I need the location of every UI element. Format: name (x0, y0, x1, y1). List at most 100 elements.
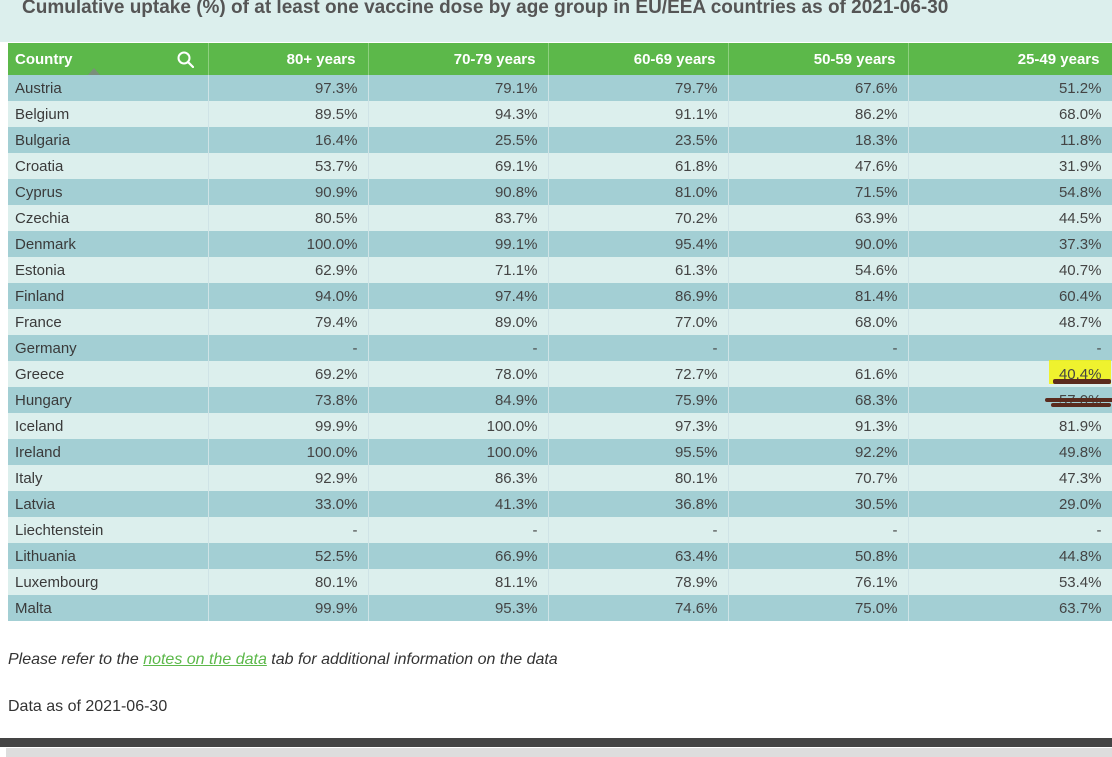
country-cell: Germany (8, 335, 209, 361)
country-cell: Bulgaria (8, 127, 209, 153)
value-cell: 81.4% (728, 283, 909, 309)
value-cell: 74.6% (548, 595, 729, 621)
value-cell: 95.3% (368, 595, 549, 621)
value-cell: - (728, 517, 909, 543)
value-cell: 18.3% (728, 127, 909, 153)
value-cell: 75.9% (548, 387, 729, 413)
table-row: Czechia 80.5% 83.7% 70.2% 63.9% 44.5% (8, 205, 1112, 231)
value-cell: 94.3% (368, 101, 549, 127)
value-cell: 100.0% (368, 439, 549, 465)
value-cell: 68.0% (728, 309, 909, 335)
column-header-25-49[interactable]: 25-49 years (908, 43, 1112, 75)
table-row: Malta 99.9% 95.3% 74.6% 75.0% 63.7% (8, 595, 1112, 621)
value-cell: 54.8% (908, 179, 1112, 205)
value-cell: 68.3% (728, 387, 909, 413)
value-cell: 23.5% (548, 127, 729, 153)
table-row: Denmark 100.0% 99.1% 95.4% 90.0% 37.3% (8, 231, 1112, 257)
value-cell: 41.3% (368, 491, 549, 517)
value-cell: 81.1% (368, 569, 549, 595)
value-cell: 71.1% (368, 257, 549, 283)
value-cell: 97.3% (208, 75, 369, 101)
column-header-80-plus[interactable]: 80+ years (208, 43, 369, 75)
value-cell: 89.5% (208, 101, 369, 127)
value-cell: 80.1% (548, 465, 729, 491)
country-cell: Italy (8, 465, 209, 491)
value-cell: 78.0% (368, 361, 549, 387)
country-cell: Belgium (8, 101, 209, 127)
value-cell: 50.8% (728, 543, 909, 569)
note-prefix: Please refer to the (8, 651, 144, 668)
country-cell: Denmark (8, 231, 209, 257)
struck-value: 57.0% (1044, 392, 1112, 409)
value-cell: 100.0% (208, 439, 369, 465)
value-cell: 81.9% (908, 413, 1112, 439)
value-cell: 95.5% (548, 439, 729, 465)
value-cell: 44.5% (908, 205, 1112, 231)
value-cell: 30.5% (728, 491, 909, 517)
value-cell: 54.6% (728, 257, 909, 283)
value-cell: 57.0% (908, 387, 1112, 413)
country-cell: Lithuania (8, 543, 209, 569)
value-cell: 68.0% (908, 101, 1112, 127)
value-cell: 36.8% (548, 491, 729, 517)
value-cell: 86.3% (368, 465, 549, 491)
country-cell: Ireland (8, 439, 209, 465)
column-header-70-79[interactable]: 70-79 years (368, 43, 549, 75)
title-bar: Cumulative uptake (%) of at least one va… (0, 0, 1112, 42)
country-cell: Finland (8, 283, 209, 309)
value-cell: 97.3% (548, 413, 729, 439)
value-cell: 29.0% (908, 491, 1112, 517)
horizontal-scrollbar[interactable] (6, 748, 1112, 757)
value-cell: 16.4% (208, 127, 369, 153)
value-cell: 51.2% (908, 75, 1112, 101)
table-header-row: Country 80+ years 70-79 years 60-69 year… (8, 43, 1112, 75)
sort-asc-icon[interactable] (88, 68, 100, 75)
value-cell: 60.4% (908, 283, 1112, 309)
table-row: Iceland 99.9% 100.0% 97.3% 91.3% 81.9% (8, 413, 1112, 439)
value-cell: 47.6% (728, 153, 909, 179)
table-row: France 79.4% 89.0% 77.0% 68.0% 48.7% (8, 309, 1112, 335)
value-cell: 40.4% (908, 359, 1112, 387)
country-cell: Malta (8, 595, 209, 621)
value-cell: 73.8% (208, 387, 369, 413)
column-header-50-59[interactable]: 50-59 years (728, 43, 909, 75)
value-cell: 99.9% (208, 413, 369, 439)
value-cell: 40.7% (908, 257, 1112, 283)
value-cell: - (908, 517, 1112, 543)
value-cell: - (208, 517, 369, 543)
value-cell: 70.2% (548, 205, 729, 231)
country-cell: Estonia (8, 257, 209, 283)
notes-on-data-link[interactable]: notes on the data (143, 651, 267, 668)
table-row: Greece 69.2% 78.0% 72.7% 61.6% 40.4% (8, 359, 1112, 387)
value-cell: 25.5% (368, 127, 549, 153)
value-cell: 61.8% (548, 153, 729, 179)
table-row: Cyprus 90.9% 90.8% 81.0% 71.5% 54.8% (8, 179, 1112, 205)
value-cell: 69.2% (208, 361, 369, 387)
column-header-60-69[interactable]: 60-69 years (548, 43, 729, 75)
data-note: Please refer to the notes on the data ta… (8, 651, 558, 669)
value-cell: 90.9% (208, 179, 369, 205)
value-cell: 90.0% (728, 231, 909, 257)
value-cell: 83.7% (368, 205, 549, 231)
value-cell: 91.1% (548, 101, 729, 127)
value-cell: 66.9% (368, 543, 549, 569)
value-cell: 99.1% (368, 231, 549, 257)
strike-mark (1050, 402, 1111, 407)
value-cell: 79.4% (208, 309, 369, 335)
value-cell: - (908, 335, 1112, 361)
value-cell: 61.6% (728, 361, 909, 387)
value-cell: - (548, 517, 729, 543)
search-icon[interactable] (177, 51, 194, 68)
table-row: Italy 92.9% 86.3% 80.1% 70.7% 47.3% (8, 465, 1112, 491)
uptake-table: Country 80+ years 70-79 years 60-69 year… (8, 43, 1112, 621)
value-cell: 71.5% (728, 179, 909, 205)
value-cell: 44.8% (908, 543, 1112, 569)
value-cell: 90.8% (368, 179, 549, 205)
value-cell: 69.1% (368, 153, 549, 179)
country-cell: Liechtenstein (8, 517, 209, 543)
column-header-country[interactable]: Country (8, 43, 209, 75)
value-cell: 95.4% (548, 231, 729, 257)
value-cell: 61.3% (548, 257, 729, 283)
note-suffix: tab for additional information on the da… (266, 651, 558, 668)
